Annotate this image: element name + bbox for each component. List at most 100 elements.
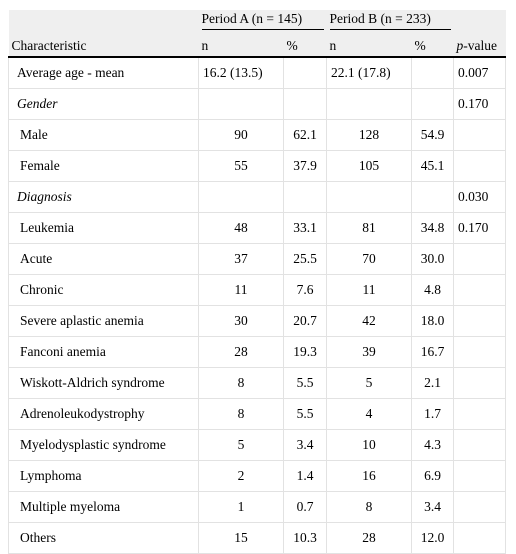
table-cell: 18.0 [410,305,455,337]
table-cell: 25.5 [283,243,327,275]
table-cell [453,305,507,337]
column-header: % [283,30,327,58]
column-header: Characteristic [8,30,199,58]
table-cell: 0.170 [453,212,507,244]
table-cell: 34.8 [410,212,455,244]
table-cell: 0.030 [453,181,507,213]
table-cell: 8 [198,398,284,430]
table-cell [283,181,327,213]
table-cell [453,522,507,554]
table-cell: 28 [326,522,412,554]
table-cell: Wiskott-Aldrich syndrome [8,367,199,399]
table-cell: 5.5 [283,367,327,399]
table-cell: 105 [326,150,412,182]
table-cell: 4 [326,398,412,430]
table-cell [198,88,284,120]
table-row: Multiple myeloma 1 0.7 8 3.4 [8,491,507,523]
table-cell [453,150,507,182]
table-cell: 20.7 [283,305,327,337]
table-cell: 10 [326,429,412,461]
table-cell: 70 [326,243,412,275]
table-cell: 55 [198,150,284,182]
table-cell: Female [8,150,199,182]
group-header-row: Period A (n = 145) Period B (n = 233) [8,10,506,30]
header-row: Characteristic n % n % p-value [8,30,506,58]
p-suffix: -value [463,38,497,53]
table-cell: 16.2 (13.5) [198,56,284,89]
table-cell: 1 [198,491,284,523]
table-row: Male 90 62.1 128 54.9 [8,119,507,151]
table-cell: Multiple myeloma [8,491,199,523]
table-cell [453,367,507,399]
table-cell [453,429,507,461]
table-cell: 1.4 [283,460,327,492]
table-cell: 4.8 [410,274,455,306]
column-header: n [198,30,284,58]
table-cell: 10.3 [283,522,327,554]
table-cell [453,243,507,275]
table-cell: 0.170 [453,88,507,120]
table-cell: 62.1 [283,119,327,151]
table-cell: 37 [198,243,284,275]
table-cell: 16.7 [410,336,455,368]
table-cell [453,398,507,430]
table-cell: 8 [326,491,412,523]
table-cell [410,56,455,89]
table-cell: 54.9 [410,119,455,151]
table-cell: Gender [8,88,199,120]
group-header: Period A (n = 145) [201,11,324,30]
column-header: p-value [453,30,506,58]
table-cell: 45.1 [410,150,455,182]
table-cell: 11 [326,274,412,306]
table-cell: 33.1 [283,212,327,244]
table-row: Acute 37 25.5 70 30.0 [8,243,507,275]
table-cell [453,336,507,368]
table-cell [198,181,284,213]
group-header: Period B (n = 233) [329,11,451,30]
table-row: Female 55 37.9 105 45.1 [8,150,507,182]
table-cell: 12.0 [410,522,455,554]
table-row: Fanconi anemia 28 19.3 39 16.7 [8,336,507,368]
table-cell: 2.1 [410,367,455,399]
table-cell: Leukemia [8,212,199,244]
table-cell [453,491,507,523]
table-cell: 28 [198,336,284,368]
table-cell: Diagnosis [8,181,199,213]
table-cell [410,181,455,213]
data-table: Period A (n = 145) Period B (n = 233) Ch… [8,10,507,554]
table-cell: 7.6 [283,274,327,306]
table-cell [453,274,507,306]
table-row: Average age - mean 16.2 (13.5) 22.1 (17.8)… [8,56,507,89]
table-cell [283,88,327,120]
table-cell: Myelodysplastic syndrome [8,429,199,461]
table-cell: 42 [326,305,412,337]
table-cell: 0.7 [283,491,327,523]
table-cell [410,88,455,120]
table-cell: Fanconi anemia [8,336,199,368]
table-cell: 19.3 [283,336,327,368]
table-row: Gender 0.170 [8,88,507,120]
table-cell: 30 [198,305,284,337]
table-cell [453,460,507,492]
table-cell: 11 [198,274,284,306]
table-cell: 8 [198,367,284,399]
table-cell: 30.0 [410,243,455,275]
table-cell: 90 [198,119,284,151]
table-cell: Acute [8,243,199,275]
table-cell: 1.7 [410,398,455,430]
column-header: % [411,30,454,58]
table-cell: Male [8,119,199,151]
table-cell: 6.9 [410,460,455,492]
table-cell: 0.007 [453,56,507,89]
table-row: Adrenoleukodystrophy 8 5.5 4 1.7 [8,398,507,430]
table-row: Leukemia 48 33.1 81 34.8 0.170 [8,212,507,244]
table-row: Others 15 10.3 28 12.0 [8,522,507,554]
table-cell: Chronic [8,274,199,306]
table-row: Diagnosis 0.030 [8,181,507,213]
table-row: Chronic 11 7.6 11 4.8 [8,274,507,306]
table-cell: 81 [326,212,412,244]
table-cell: 128 [326,119,412,151]
table-cell: 48 [198,212,284,244]
table-cell [283,56,327,89]
